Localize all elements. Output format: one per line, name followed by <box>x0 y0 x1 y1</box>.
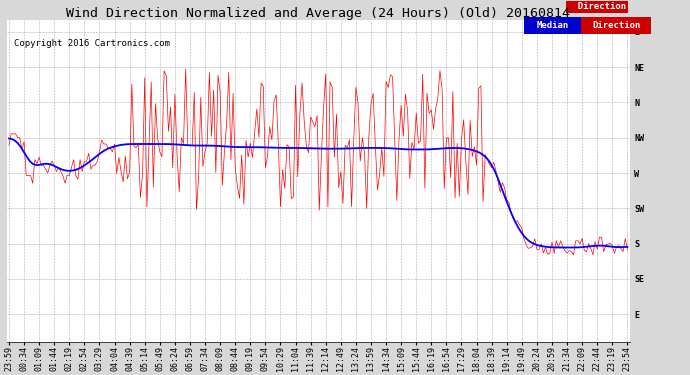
Text: Median: Median <box>594 2 627 11</box>
Text: Median: Median <box>537 21 569 30</box>
Title: Wind Direction Normalized and Average (24 Hours) (Old) 20160814: Wind Direction Normalized and Average (2… <box>66 7 570 20</box>
Text: Direction: Direction <box>592 21 640 30</box>
Text: Copyright 2016 Cartronics.com: Copyright 2016 Cartronics.com <box>14 39 170 48</box>
Text: Direction: Direction <box>567 2 627 11</box>
